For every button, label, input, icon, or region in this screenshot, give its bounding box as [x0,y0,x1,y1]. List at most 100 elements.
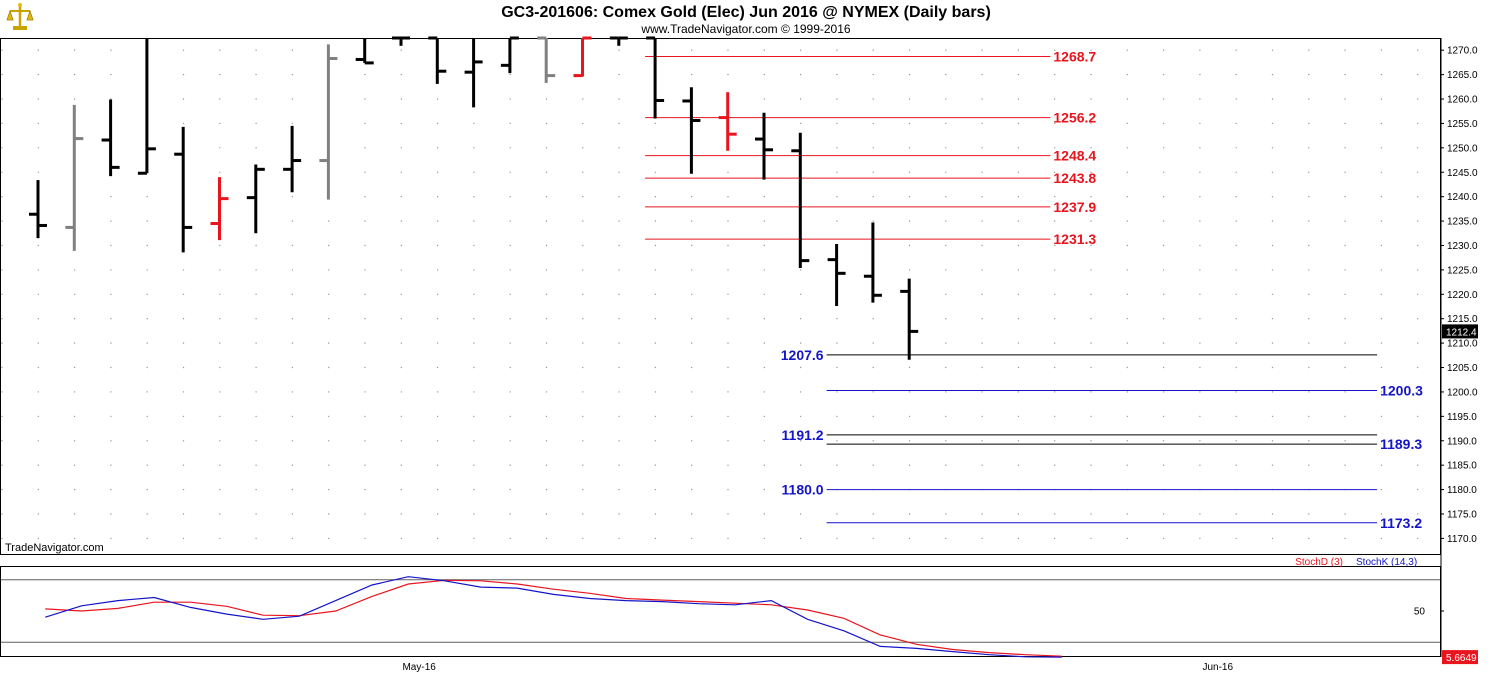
grid-dot [1090,464,1092,466]
grid-dot [908,196,911,198]
grid-dot [473,293,475,295]
grid-dot [364,366,366,369]
grid-dot [436,269,439,271]
grid-dot [1,440,3,442]
y-tick-label: 1205.0 [1447,363,1478,374]
grid-dot [219,415,221,418]
legend-stoch-d: StochD (3) [1295,557,1343,568]
grid-dot [1271,49,1274,51]
grid-dot [908,147,911,149]
grid-dot [981,440,983,442]
grid-dot [945,318,947,320]
grid-dot [981,415,983,418]
grid-dot [436,342,439,344]
grid-dot [763,269,765,271]
grid-dot [981,318,983,320]
grid-dot [582,244,584,247]
grid-dot [1017,440,1020,442]
grid-dot [1199,244,1201,247]
grid-dot [1054,513,1056,515]
grid-dot [328,342,330,344]
grid-dot [945,464,947,466]
grid-dot [37,488,39,491]
grid-dot [1235,73,1237,76]
grid-dot [1,513,3,515]
grid-dot [618,122,620,125]
grid-dot [1,318,3,320]
y-tick-label: 1230.0 [1447,241,1478,252]
grid-dot [255,73,257,76]
grid-dot [1126,147,1129,149]
grid-dot [400,122,402,125]
grid-dot [1,293,3,295]
grid-dot [146,293,148,295]
grid-dot [400,244,402,247]
grid-dot [1090,513,1092,515]
y-tick-label: 1170.0 [1447,534,1477,545]
grid-dot [182,293,185,295]
grid-dot [727,171,729,173]
grid-dot [727,49,729,51]
grid-dot [799,391,802,393]
grid-dot [364,147,366,149]
grid-dot [872,220,874,222]
grid-dot [1417,98,1419,100]
grid-dot [37,269,39,271]
grid-dot [1308,49,1310,51]
grid-dot [255,269,257,271]
grid-dot [836,318,838,320]
grid-dot [1054,244,1056,247]
grid-dot [436,220,439,222]
grid-dot [436,464,439,466]
grid-dot [654,464,657,466]
grid-dot [654,415,657,418]
grid-dot [945,122,947,125]
grid-dot [255,98,257,100]
grid-dot [1054,342,1056,344]
grid-dot [1380,171,1383,173]
grid-dot [618,171,620,173]
grid-dot [1271,318,1274,320]
grid-dot [37,49,39,51]
grid-dot [1380,415,1383,418]
level-label: 1268.7 [1053,49,1096,65]
grid-dot [1,342,3,344]
level-label: 1173.2 [1380,515,1422,531]
grid-dot [328,513,330,515]
grid-dot [1417,513,1419,515]
grid-dot [182,49,185,51]
ohlc-bar [174,126,193,253]
grid-dot [110,196,112,198]
grid-dot [1271,513,1274,515]
grid-dot [1235,440,1237,442]
level-label: 1231.3 [1053,231,1096,247]
grid-dot [436,171,439,173]
grid-dot [219,244,221,247]
grid-dot [1054,171,1056,173]
grid-dot [545,488,548,491]
grid-dot [1054,464,1056,466]
grid-dot [1308,440,1310,442]
grid-dot [1126,391,1129,393]
grid-dot [37,440,39,442]
grid-dot [182,537,185,540]
grid-dot [255,244,257,247]
grid-dot [1126,196,1129,198]
grid-dot [182,98,185,100]
grid-dot [73,415,76,418]
grid-dot [945,220,947,222]
grid-dot [1199,391,1201,393]
grid-dot [1054,269,1056,271]
grid-dot [291,440,294,442]
last-price-tag-text: 1212.4 [1446,327,1477,338]
grid-dot [582,488,584,491]
grid-dot [1199,342,1201,344]
grid-dot [37,98,39,100]
grid-dot [763,391,765,393]
grid-dot [1344,293,1346,295]
grid-dot [582,415,584,418]
grid-dot [945,269,947,271]
grid-dot [1162,196,1165,198]
grid-dot [1344,415,1346,418]
ohlc-bar [137,38,156,175]
